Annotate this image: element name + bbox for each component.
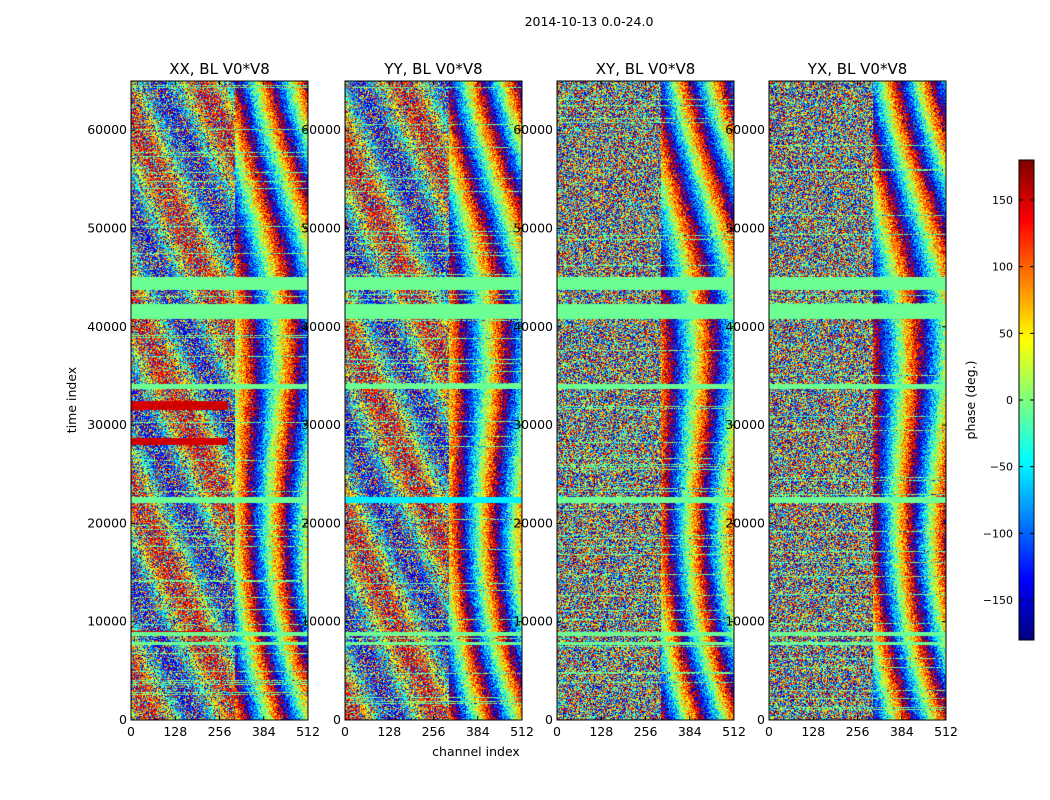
- panel-title-xy: XY, BL V0*V8: [596, 60, 696, 78]
- panel-title-xx: XX, BL V0*V8: [169, 60, 270, 78]
- y-tick-label: 50000: [87, 220, 127, 235]
- y-tick-label: 60000: [87, 122, 127, 137]
- colorbar-tick-label: −50: [990, 461, 1013, 474]
- y-tick-label: 0: [545, 712, 553, 727]
- x-tick-label: 384: [890, 724, 914, 739]
- y-tick-label: 50000: [513, 220, 553, 235]
- colorbar-label: phase (deg.): [963, 361, 978, 440]
- y-tick-label: 40000: [87, 319, 127, 334]
- panel-xy: XY, BL V0*V8 0 128 256 384 512 0 10000 20000 3000…: [513, 60, 746, 739]
- panel-yy: YY, BL V0*V8 0 128 256 384 512 0 10000 20000 3000…: [301, 60, 534, 739]
- y-tick-label: 10000: [301, 614, 341, 629]
- x-tick-label: 512: [934, 724, 958, 739]
- y-tick-label: 0: [757, 712, 765, 727]
- y-tick-label: 30000: [725, 417, 765, 432]
- x-tick-label: 512: [722, 724, 746, 739]
- y-tick-label: 40000: [301, 319, 341, 334]
- y-tick-label: 0: [333, 712, 341, 727]
- y-tick-label: 10000: [725, 614, 765, 629]
- y-tick-label: 60000: [301, 122, 341, 137]
- y-tick-label: 10000: [513, 614, 553, 629]
- x-tick-label: 128: [163, 724, 187, 739]
- x-tick-label: 128: [801, 724, 825, 739]
- y-tick-label: 50000: [725, 220, 765, 235]
- y-tick-label: 60000: [513, 122, 553, 137]
- colorbar: −150 −100 −50 0 50 100 150: [983, 159, 1035, 641]
- x-tick-label: 512: [296, 724, 320, 739]
- x-tick-label: 0: [765, 724, 773, 739]
- figure-title: 2014-10-13 0.0-24.0: [525, 14, 654, 29]
- colorbar-gradient: [1019, 160, 1034, 640]
- colorbar-tick-label: 0: [1006, 394, 1013, 407]
- heatmap-image-xy: [557, 81, 734, 720]
- x-tick-label: 128: [377, 724, 401, 739]
- y-tick-label: 40000: [725, 319, 765, 334]
- colorbar-tick-label: 100: [992, 261, 1013, 274]
- y-axis-label: time index: [64, 367, 79, 433]
- y-tick-label: 20000: [87, 515, 127, 530]
- y-tick-label: 50000: [301, 220, 341, 235]
- panel-title-yx: YX, BL V0*V8: [807, 60, 908, 78]
- x-axis-label: channel index: [432, 744, 520, 759]
- y-tick-label: 20000: [725, 515, 765, 530]
- heatmap-panels: XX, BL V0*V8 0 128 256 384 512 0 10000 20000 3000…: [87, 60, 958, 739]
- panel-xx: XX, BL V0*V8 0 128 256 384 512 0 10000 20000 3000…: [87, 60, 320, 739]
- y-tick-label: 30000: [513, 417, 553, 432]
- y-tick-label: 0: [119, 712, 127, 727]
- y-tick-label: 30000: [301, 417, 341, 432]
- y-tick-label: 60000: [725, 122, 765, 137]
- colorbar-tick-label: −100: [983, 527, 1013, 540]
- colorbar-tick-label: 50: [999, 327, 1013, 340]
- heatmap-image-yx: [769, 81, 946, 720]
- y-tick-label: 30000: [87, 417, 127, 432]
- x-tick-label: 384: [466, 724, 490, 739]
- x-tick-label: 256: [208, 724, 232, 739]
- x-tick-label: 256: [422, 724, 446, 739]
- y-tick-label: 20000: [301, 515, 341, 530]
- x-tick-label: 384: [252, 724, 276, 739]
- heatmap-image-xx: [131, 81, 308, 720]
- x-tick-label: 0: [553, 724, 561, 739]
- colorbar-tick-label: 150: [992, 194, 1013, 207]
- x-tick-label: 256: [846, 724, 870, 739]
- y-tick-label: 20000: [513, 515, 553, 530]
- colorbar-tick-label: −150: [983, 594, 1013, 607]
- x-tick-label: 0: [341, 724, 349, 739]
- heatmap-image-yy: [345, 81, 522, 720]
- x-tick-label: 0: [127, 724, 135, 739]
- panel-title-yy: YY, BL V0*V8: [383, 60, 482, 78]
- x-tick-label: 512: [510, 724, 534, 739]
- y-tick-label: 40000: [513, 319, 553, 334]
- x-tick-label: 384: [678, 724, 702, 739]
- panel-yx: YX, BL V0*V8 0 128 256 384 512 0 10000 20000 3000…: [725, 60, 958, 739]
- y-tick-label: 10000: [87, 614, 127, 629]
- x-tick-label: 128: [589, 724, 613, 739]
- x-tick-label: 256: [634, 724, 658, 739]
